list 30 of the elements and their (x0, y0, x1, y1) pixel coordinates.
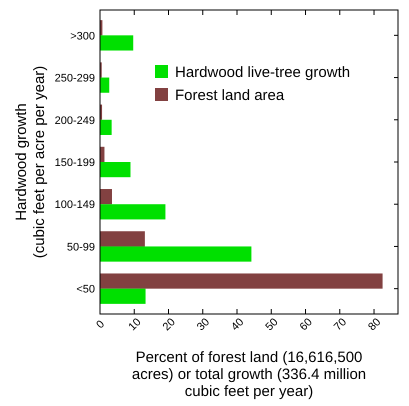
y-tick-label: <50 (76, 284, 95, 296)
bar (100, 35, 134, 51)
x-tick-label: 30 (194, 316, 212, 334)
y-tick-label: 150-199 (54, 157, 95, 169)
bar (100, 120, 112, 135)
bar (100, 231, 145, 246)
x-tick-label: 60 (298, 316, 315, 334)
bar (100, 162, 130, 178)
y-tick-label: >300 (70, 30, 95, 42)
x-tick-label: 0 (94, 318, 108, 332)
x-tick-label: 10 (126, 316, 144, 334)
y-tick-label: 200-249 (54, 114, 95, 127)
x-tick-label: 40 (229, 316, 246, 334)
bar (100, 204, 166, 220)
bar (100, 273, 383, 289)
bar (100, 78, 110, 93)
y-axis-title: Hardwood growth (cubic feet per acre per year) (13, 66, 48, 258)
x-tick-label: 20 (160, 316, 178, 334)
bar (100, 246, 252, 262)
bar (100, 288, 146, 304)
x-tick-label: 50 (263, 316, 281, 334)
bar (100, 189, 112, 204)
y-tick-label: 250-299 (54, 72, 95, 85)
x-tick-label: 70 (332, 316, 350, 334)
y-tick-label: 50-99 (66, 241, 95, 254)
legend-label: Hardwood live-tree growth (175, 64, 350, 81)
y-tick-label: 100-149 (54, 199, 95, 212)
legend-label: Forest land area (175, 87, 285, 104)
x-tick-label: 80 (366, 316, 384, 334)
x-axis-title: Percent of forest land (16,616,500 acres) or total growth (336.4 million cubic feet per year) (132, 349, 366, 400)
